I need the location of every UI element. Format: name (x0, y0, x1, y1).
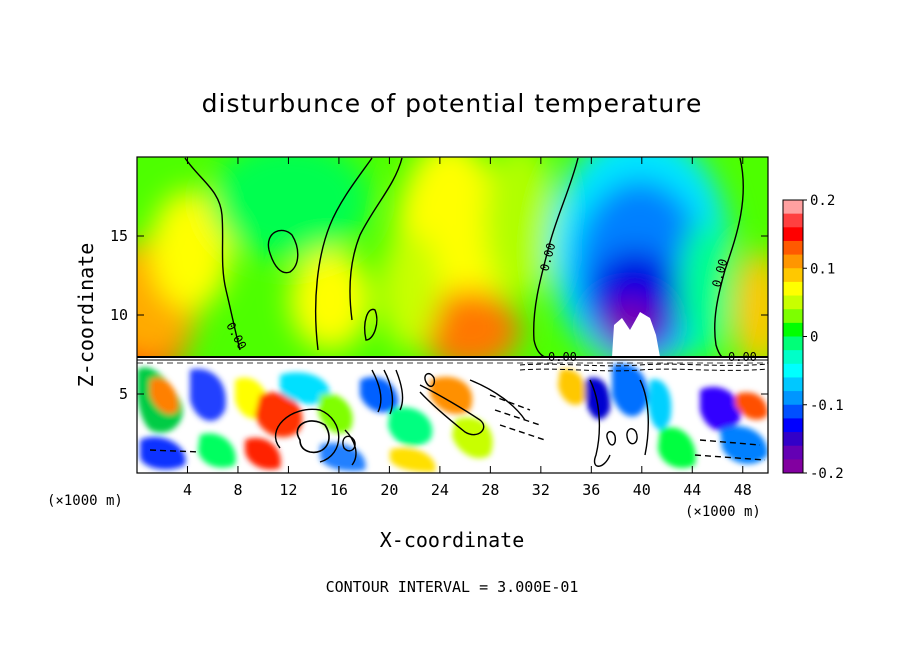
y-tick-label: 5 (119, 385, 128, 403)
colorbar-tick-label: -0.2 (810, 466, 844, 482)
colorbar-swatch (783, 391, 803, 406)
colorbar-swatch (783, 322, 803, 337)
colorbar-tick-label: 0.1 (810, 261, 835, 277)
x-unit-left: (×1000 m) (47, 493, 123, 509)
colorbar-swatch (783, 377, 803, 392)
x-tick-label: 48 (734, 481, 752, 499)
colorbar-swatch (783, 295, 803, 310)
contour-label: 0.00 (548, 350, 577, 364)
x-tick-label: 40 (633, 481, 651, 499)
y-tick-label: 10 (110, 306, 128, 324)
colorbar-swatch (783, 281, 803, 297)
colorbar-tick-label: 0 (810, 330, 818, 346)
colorbar-swatch (783, 404, 803, 419)
colorbar-tick-label: -0.1 (810, 398, 844, 414)
colorbar-tick-label: 0.2 (810, 193, 835, 209)
colorbar-swatch (783, 200, 803, 215)
x-tick-label: 4 (183, 481, 192, 499)
colorbar (782, 199, 804, 474)
colorbar-swatch (783, 240, 803, 256)
contour-label: 0.00 (728, 350, 757, 364)
colorbar-swatch (783, 363, 803, 378)
white-patch (612, 312, 660, 357)
colorbar-swatch (783, 309, 803, 324)
x-tick-label: 36 (582, 481, 600, 499)
x-tick-label: 16 (330, 481, 348, 499)
colorbar-swatch (783, 254, 803, 269)
colorbar-swatch (783, 213, 803, 228)
lower-field-shading (137, 363, 768, 473)
contour-lines (137, 157, 768, 467)
colorbar-swatch (783, 445, 803, 460)
x-tick-label: 32 (532, 481, 550, 499)
x-tick-label: 20 (380, 481, 398, 499)
plot-area: 0.00 0.00 0.00 0.00 0.00 (137, 157, 768, 473)
upper-field-shading (137, 157, 768, 389)
colorbar-swatch (783, 432, 803, 447)
colorbar-labels: 0.2 0.1 0 -0.1 -0.2 (803, 193, 844, 482)
x-tick-label: 8 (233, 481, 242, 499)
contour-label-group: 0.00 0.00 0.00 0.00 0.00 (223, 241, 757, 364)
y-axis-label: Z-coordinate (74, 243, 98, 388)
colorbar-swatch (783, 350, 803, 365)
y-axis: 5 10 15 (110, 227, 768, 403)
x-tick-label: 12 (279, 481, 297, 499)
x-axis-label: X-coordinate (380, 528, 525, 552)
chart-title: disturbunce of potential temperature (202, 89, 703, 118)
colorbar-swatch (783, 227, 803, 242)
x-tick-label: 28 (481, 481, 499, 499)
x-tick-label: 44 (683, 481, 701, 499)
x-tick-label: 24 (431, 481, 449, 499)
colorbar-swatch (783, 268, 803, 283)
x-axis: 4 8 12 16 20 24 28 32 36 40 44 48 (183, 157, 752, 499)
colorbar-swatch (783, 459, 803, 474)
y-tick-label: 15 (110, 227, 128, 245)
colorbar-swatch (783, 336, 803, 351)
x-unit-right: (×1000 m) (685, 504, 761, 520)
colorbar-swatch (783, 418, 803, 433)
contour-interval-note: CONTOUR INTERVAL = 3.000E-01 (326, 578, 579, 596)
